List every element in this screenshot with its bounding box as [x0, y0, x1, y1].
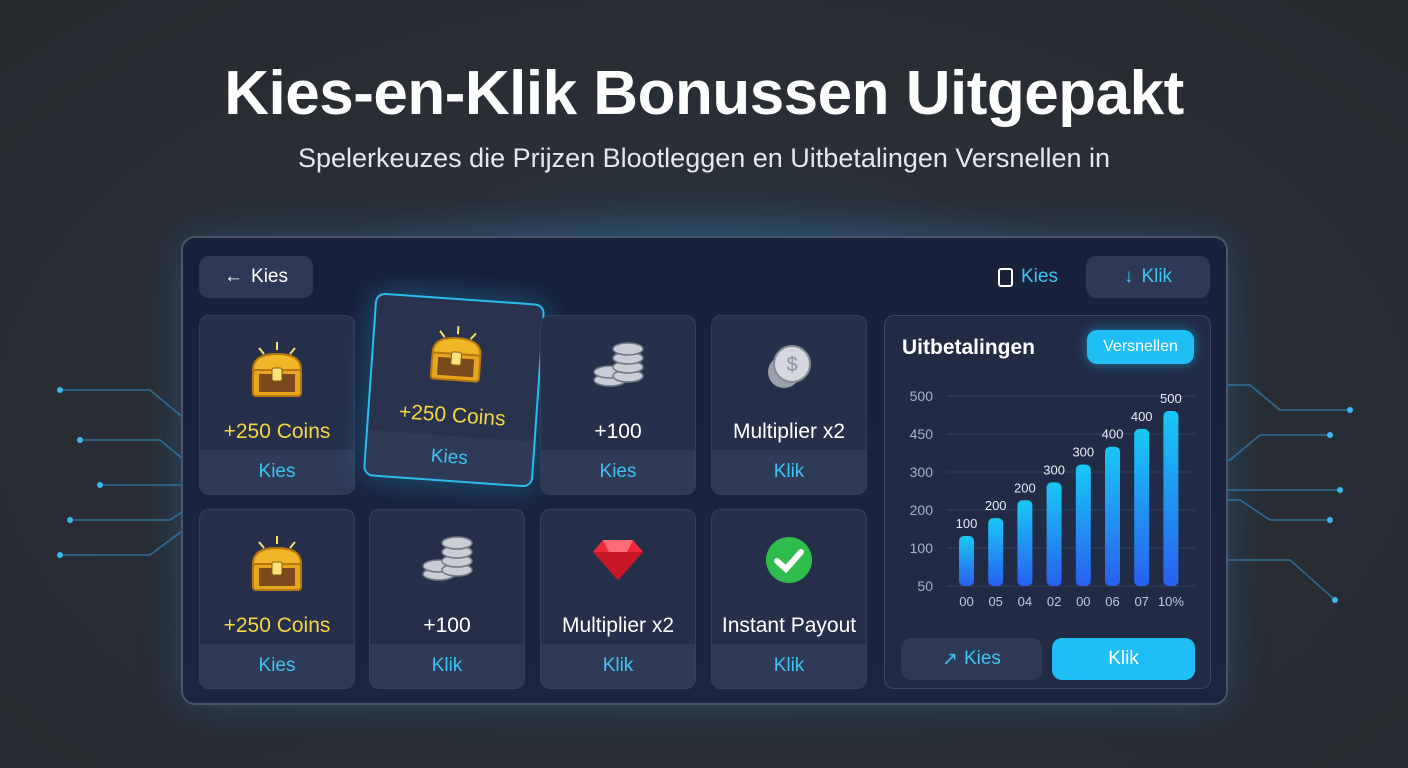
y-tick-label: 100	[910, 540, 934, 556]
y-tick-label: 500	[910, 388, 934, 404]
treasure-chest-icon	[200, 340, 354, 410]
card-action-button[interactable]: Klik	[370, 644, 524, 688]
arrow-down-icon: ↓	[1123, 266, 1134, 287]
card-label: +100	[423, 614, 471, 637]
bar-value-label: 200	[985, 498, 1007, 513]
bar	[1075, 464, 1091, 586]
bar	[1017, 500, 1033, 586]
bonus-card[interactable]: +100 Klik	[369, 509, 525, 689]
phone-icon	[998, 267, 1013, 287]
card-action-button[interactable]: Klik	[712, 644, 866, 688]
back-button[interactable]: ← Kies	[199, 256, 313, 298]
arrow-up-right-icon: ↗	[942, 648, 958, 670]
klik-button[interactable]: ↓ Klik	[1086, 256, 1210, 298]
y-tick-label: 50	[917, 578, 933, 594]
card-action-button[interactable]: Klik	[541, 644, 695, 688]
red-gem-icon	[541, 534, 695, 604]
kies-chart-button-label: Kies	[963, 648, 1001, 669]
bar-value-label: 100	[956, 516, 978, 531]
bar	[988, 518, 1004, 586]
bonus-card[interactable]: Instant Payout Klik	[711, 509, 867, 689]
bonus-panel: ← Kies Kies ↓ Klik +250 Coins Kies +250 …	[181, 236, 1228, 705]
card-action-button[interactable]: Kies	[541, 450, 695, 494]
kies-toggle[interactable]: Kies	[998, 256, 1058, 298]
kies-chart-button[interactable]: ↗ Kies	[901, 638, 1042, 680]
bar-value-label: 400	[1131, 409, 1153, 424]
coin-stack-icon	[370, 534, 524, 604]
arrow-left-icon: ←	[224, 266, 244, 287]
card-action-button[interactable]: Klik	[712, 450, 866, 494]
x-tick-label: 02	[1047, 594, 1061, 609]
bar	[959, 536, 974, 586]
bonus-card[interactable]: $ Multiplier x2 Klik	[711, 315, 867, 495]
page-subtitle: Spelerkeuzes die Prijzen Blootleggen en …	[297, 143, 1111, 173]
coin-stack-icon	[541, 340, 695, 410]
check-circle-icon	[712, 534, 866, 604]
card-action-button[interactable]: Kies	[200, 450, 354, 494]
card-label: Instant Payout	[721, 614, 857, 637]
bar-value-label: 200	[1014, 480, 1036, 495]
card-label: +100	[594, 420, 642, 443]
payouts-card: Uitbetalingen Versnellen 500 450 300 200 100…	[884, 315, 1211, 689]
payouts-chart: 500 450 300 200 100 50 100 00 200 05 200 04 300 02 300…	[910, 388, 1195, 609]
bonus-card[interactable]: +250 Coins Kies	[199, 315, 355, 495]
svg-text:$: $	[786, 354, 797, 376]
card-label: +250 Coins	[223, 614, 331, 637]
payouts-title: Uitbetalingen	[902, 336, 1036, 359]
x-tick-label: 07	[1134, 594, 1148, 609]
x-tick-label: 10%	[1158, 594, 1184, 609]
speed-up-button[interactable]: Versnellen	[1087, 330, 1194, 364]
bar-value-label: 300	[1072, 445, 1094, 460]
x-tick-label: 06	[1105, 594, 1119, 609]
circuit-decoration-left	[57, 387, 240, 558]
bar	[1134, 428, 1150, 586]
x-tick-label: 05	[988, 594, 1002, 609]
bonus-card[interactable]: +250 Coins Kies	[362, 292, 546, 488]
back-button-label: Kies	[251, 266, 288, 287]
y-tick-label: 300	[910, 464, 934, 480]
x-tick-label: 00	[1076, 594, 1090, 609]
bonus-card[interactable]: Multiplier x2 Klik	[540, 509, 696, 689]
klik-button-label: Klik	[1141, 266, 1173, 287]
bar-value-label: 300	[1043, 462, 1065, 477]
card-label: +250 Coins	[398, 400, 507, 431]
x-tick-label: 04	[1018, 594, 1032, 609]
bar	[1105, 446, 1120, 586]
bar-value-label: 500	[1160, 391, 1182, 406]
y-tick-label: 200	[910, 502, 934, 518]
silver-coin-icon: $	[712, 340, 866, 410]
y-tick-label: 450	[910, 426, 934, 442]
bonus-card[interactable]: +100 Kies	[540, 315, 696, 495]
bar	[1163, 411, 1179, 586]
x-tick-label: 00	[959, 594, 973, 609]
card-action-button[interactable]: Kies	[200, 644, 354, 688]
bar-value-label: 400	[1102, 427, 1124, 442]
card-label: +250 Coins	[223, 420, 331, 443]
treasure-chest-icon	[200, 534, 354, 604]
bar	[1046, 482, 1062, 586]
bonus-card[interactable]: +250 Coins Kies	[199, 509, 355, 689]
treasure-chest-icon	[371, 318, 541, 399]
klik-chart-button[interactable]: Klik	[1052, 638, 1195, 680]
page-title: Kies-en-Klik Bonussen Uitgepakt	[224, 59, 1184, 128]
card-label: Multiplier x2	[732, 420, 846, 443]
card-label: Multiplier x2	[561, 614, 675, 637]
card-action-button[interactable]: Kies	[364, 430, 534, 486]
kies-toggle-label: Kies	[1021, 266, 1058, 287]
